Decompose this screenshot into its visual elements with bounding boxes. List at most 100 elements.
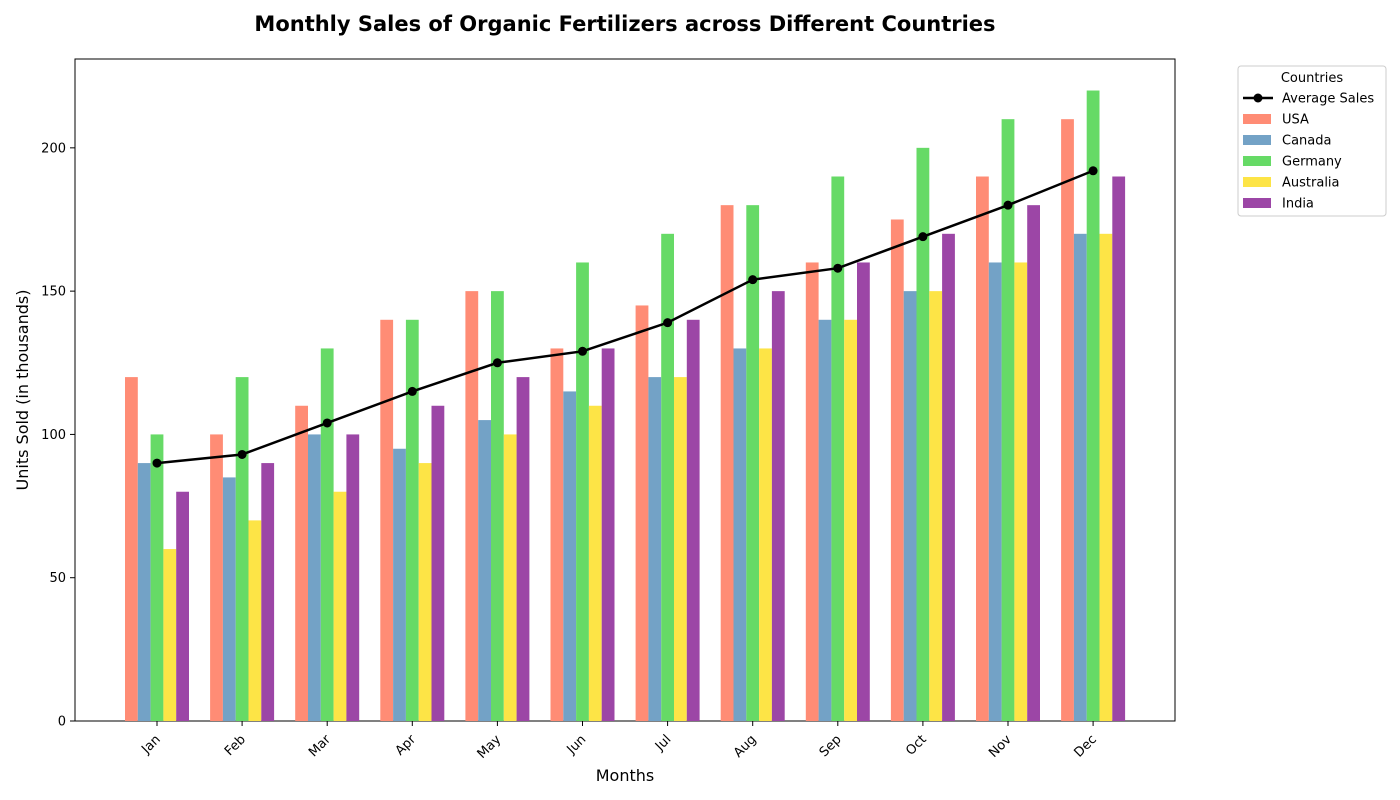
x-tick-label: Aug <box>731 732 760 761</box>
bar-usa-mar <box>295 405 308 721</box>
bar-australia-feb <box>248 520 262 721</box>
y-axis-label: Units Sold (in thousands) <box>13 290 32 491</box>
y-axis: 0 50 100 150 200 <box>41 141 75 730</box>
bar-australia-mar <box>333 491 347 721</box>
bar-india-jul <box>686 319 700 721</box>
chart-title: Monthly Sales of Organic Fertilizers acr… <box>254 12 995 36</box>
x-tick-label: Jun <box>564 732 590 758</box>
average-sales-marker-sep <box>833 263 843 273</box>
average-sales-marker-jun <box>578 346 587 356</box>
average-sales-marker-jul <box>663 318 673 328</box>
bar-canada-may <box>478 420 491 721</box>
x-tick-label: Feb <box>222 732 249 759</box>
bar-australia-dec <box>1099 233 1113 721</box>
bar-india-nov <box>1027 205 1040 721</box>
x-tick-label: Jan <box>138 732 163 757</box>
bar-australia-jul <box>674 377 687 721</box>
bar-canada-dec <box>1073 233 1087 721</box>
bar-germany-sep <box>831 176 845 721</box>
average-sales-marker-apr <box>407 386 417 396</box>
bar-germany-aug <box>746 205 760 721</box>
x-axis-label: Months <box>596 766 654 785</box>
bar-india-jan <box>176 491 189 721</box>
bar-germany-may <box>491 291 504 721</box>
legend-label-average-sales: Average Sales <box>1282 92 1374 107</box>
bar-usa-aug <box>720 205 734 721</box>
bar-germany-jul <box>661 233 674 721</box>
y-tick-label: 100 <box>41 428 66 443</box>
bar-canada-mar <box>308 434 321 721</box>
x-tick-label: Sep <box>817 732 845 760</box>
bar-india-sep <box>857 262 870 721</box>
bar-india-oct <box>942 233 955 721</box>
legend-marker-average-sales <box>1253 93 1263 103</box>
average-sales-marker-oct <box>918 232 928 242</box>
legend-label-india: India <box>1282 197 1314 212</box>
bar-canada-aug <box>733 348 747 721</box>
bar-australia-jan <box>163 549 177 721</box>
bar-canada-apr <box>393 448 406 721</box>
bar-australia-nov <box>1014 262 1028 721</box>
bar-usa-may <box>465 291 479 721</box>
legend-title: Countries <box>1281 71 1344 86</box>
bar-usa-nov <box>976 176 989 721</box>
bar-usa-dec <box>1061 119 1074 722</box>
x-tick-label: Oct <box>903 732 930 759</box>
legend-label-usa: USA <box>1282 113 1309 128</box>
y-tick-label: 150 <box>41 285 66 300</box>
legend-label-germany: Germany <box>1282 155 1342 170</box>
legend-swatch-australia <box>1243 177 1271 187</box>
bar-germany-nov <box>1001 119 1015 722</box>
bar-usa-apr <box>380 319 394 721</box>
bar-india-dec <box>1112 176 1126 721</box>
bar-usa-jun <box>550 348 564 721</box>
bar-usa-oct <box>890 219 904 722</box>
y-tick-label: 50 <box>49 571 66 586</box>
bar-usa-jan <box>125 377 138 721</box>
bar-australia-aug <box>759 348 772 721</box>
bar-australia-oct <box>929 291 943 721</box>
bar-germany-dec <box>1086 90 1100 721</box>
average-sales-marker-may <box>492 358 502 368</box>
bar-usa-sep <box>805 262 819 721</box>
average-sales-marker-aug <box>748 275 758 285</box>
average-sales-marker-dec <box>1088 166 1098 176</box>
bar-india-feb <box>261 463 275 721</box>
average-sales-marker-jan <box>152 458 162 468</box>
bar-germany-oct <box>916 147 930 722</box>
average-sales-marker-nov <box>1003 200 1013 210</box>
bar-germany-jan <box>150 434 164 721</box>
bar-germany-apr <box>405 319 419 721</box>
bars-layer <box>125 90 1126 722</box>
x-tick-label: Mar <box>306 732 334 760</box>
bar-canada-oct <box>903 291 917 721</box>
bar-canada-sep <box>818 319 832 721</box>
bar-australia-apr <box>418 463 432 721</box>
bar-germany-jun <box>576 262 589 721</box>
legend-swatch-germany <box>1243 156 1271 166</box>
bar-india-aug <box>771 291 785 721</box>
legend-label-australia: Australia <box>1282 176 1340 191</box>
y-tick-label: 0 <box>58 715 66 730</box>
x-tick-label: Nov <box>986 732 1015 761</box>
x-tick-label: Apr <box>393 732 420 759</box>
bar-canada-nov <box>988 262 1002 721</box>
legend-swatch-canada <box>1243 135 1271 145</box>
average-sales-line <box>156 169 1094 465</box>
bar-india-apr <box>431 405 445 721</box>
x-tick-label: Jul <box>652 732 674 754</box>
bar-india-jun <box>601 348 615 721</box>
bar-india-may <box>516 377 530 721</box>
bar-usa-jul <box>635 305 649 721</box>
bar-usa-feb <box>210 434 223 721</box>
legend-swatch-usa <box>1243 114 1271 124</box>
x-axis: Jan Feb Mar Apr May Jun Jul Aug Sep Oct Nov Dec <box>138 721 1100 762</box>
bar-canada-feb <box>222 477 236 721</box>
bar-australia-jun <box>588 405 602 721</box>
legend-swatch-india <box>1243 198 1271 208</box>
bar-australia-sep <box>844 319 857 721</box>
bar-india-mar <box>346 434 360 721</box>
bar-germany-feb <box>235 377 249 721</box>
y-tick-label: 200 <box>41 141 66 156</box>
